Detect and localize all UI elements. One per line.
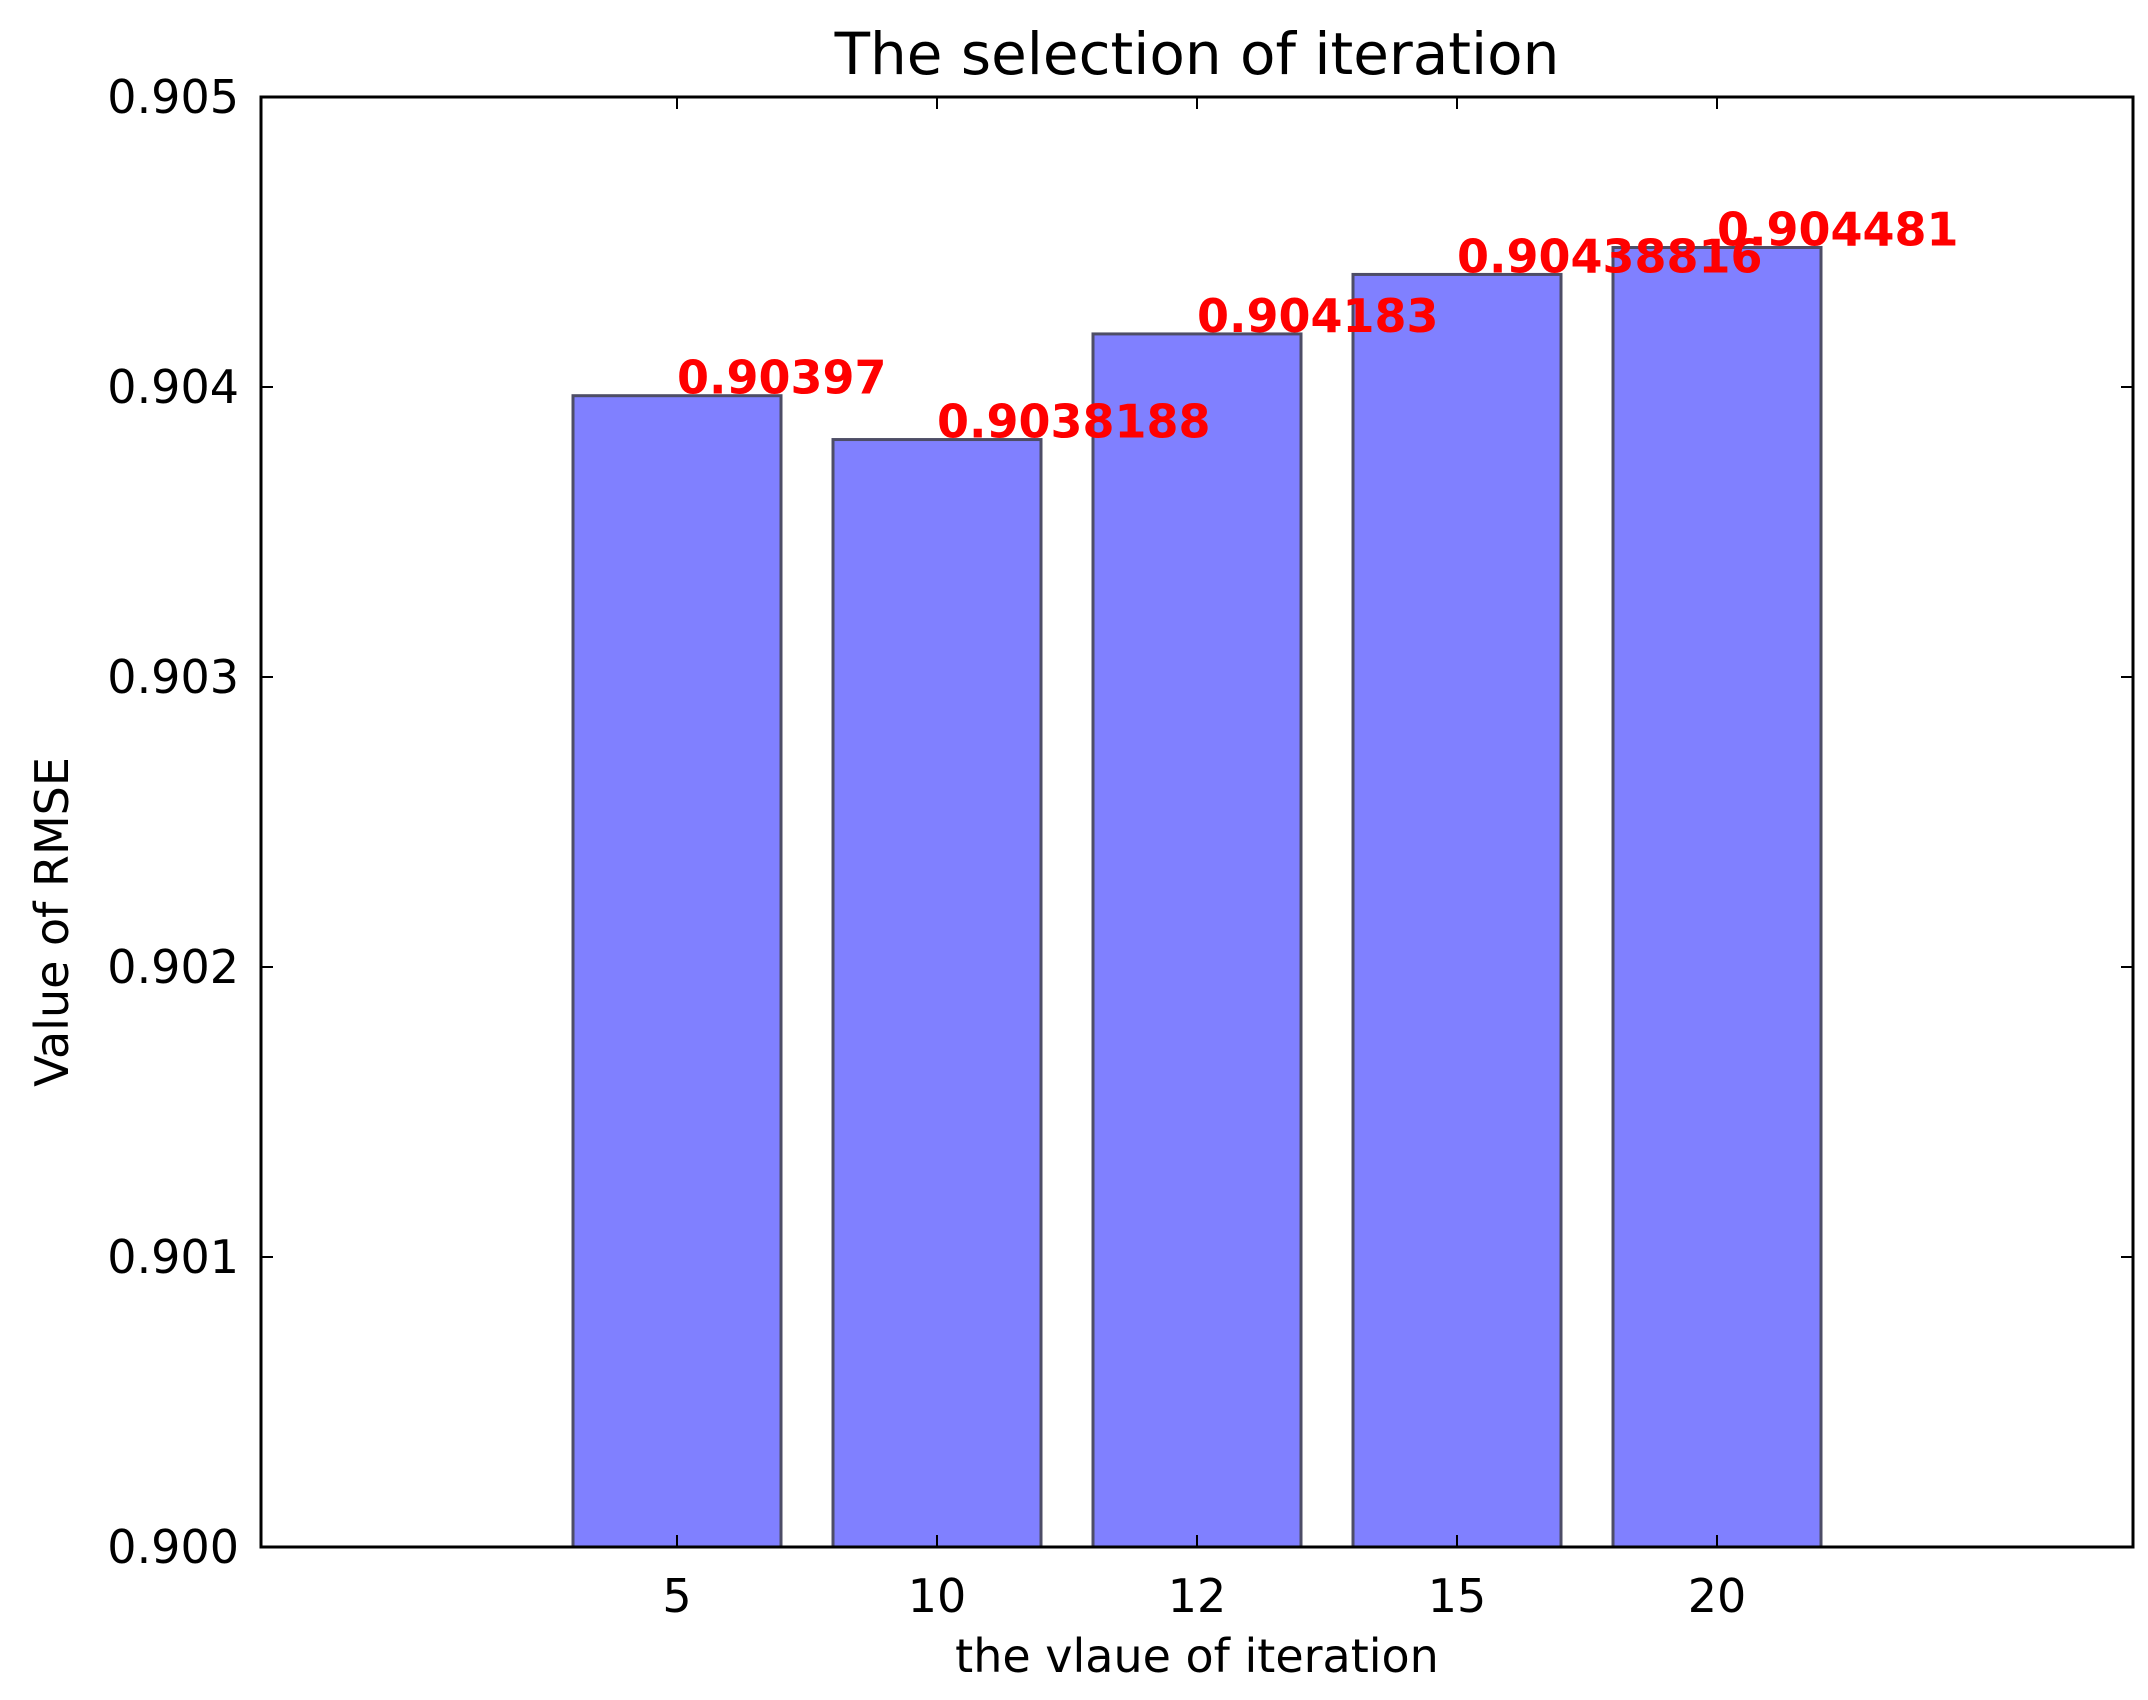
y-axis-label: Value of RMSE [25, 757, 79, 1087]
x-axis-ticks: 5 10 12 15 20 [662, 97, 1746, 1623]
x-tick-label: 20 [1688, 1569, 1747, 1623]
y-tick-label: 0.900 [107, 1520, 239, 1574]
data-label-12: 0.904183 [1197, 289, 1439, 343]
y-tick-label: 0.901 [107, 1230, 239, 1284]
y-axis-ticks: 0.900 0.901 0.902 0.903 0.904 0.905 [107, 70, 2133, 1574]
bar-10 [831, 438, 1043, 1549]
y-tick-label: 0.902 [107, 940, 239, 994]
bar-15 [1351, 272, 1563, 1549]
data-labels-layer: 0.90397 0.9038188 0.904183 0.904388160.9044… [677, 203, 1959, 449]
x-tick-label: 15 [1428, 1569, 1487, 1623]
x-axis-label: the vlaue of iteration [955, 1629, 1439, 1683]
x-tick-label: 5 [662, 1569, 691, 1623]
bar-12 [1091, 332, 1303, 1549]
bar-20 [1611, 246, 1823, 1549]
y-tick-label: 0.903 [107, 650, 239, 704]
x-tick-label: 10 [908, 1569, 967, 1623]
data-label-5: 0.90397 [677, 351, 887, 405]
bar-5 [571, 394, 783, 1549]
chart-title: The selection of iteration [834, 20, 1560, 88]
bars-layer [571, 246, 1823, 1549]
data-label-10: 0.9038188 [937, 395, 1211, 449]
data-label-15: 0.90438816 [1457, 229, 1763, 283]
data-label-20: 0.904481 [1717, 203, 1959, 257]
y-tick-label: 0.905 [107, 70, 239, 124]
y-tick-label: 0.904 [107, 360, 239, 414]
x-tick-label: 12 [1168, 1569, 1227, 1623]
